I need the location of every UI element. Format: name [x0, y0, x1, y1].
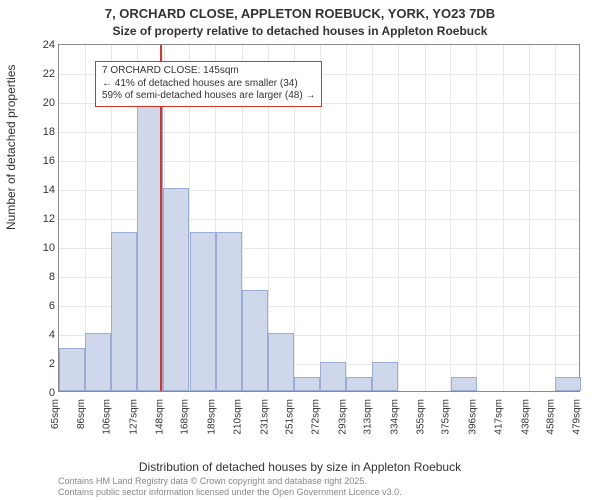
plot-area: 02468101214161820222465sqm86sqm106sqm127… [58, 44, 580, 392]
gridline-v [372, 45, 373, 391]
annotation-line3: 59% of semi-detached houses are larger (… [102, 90, 315, 103]
histogram-bar [163, 188, 189, 391]
x-tick-label: 458sqm [546, 399, 557, 435]
x-tick-label: 148sqm [155, 399, 166, 435]
x-tick-label: 86sqm [76, 399, 87, 429]
x-tick-label: 417sqm [494, 399, 505, 435]
histogram-bar [346, 377, 372, 392]
gridline-v [503, 45, 504, 391]
histogram-bar [268, 333, 294, 391]
histogram-bar [85, 333, 111, 391]
histogram-bar [216, 232, 242, 392]
x-tick-label: 210sqm [233, 399, 244, 435]
y-tick-label: 20 [31, 97, 55, 109]
histogram-bar [111, 232, 137, 392]
x-tick-label: 272sqm [311, 399, 322, 435]
y-tick-label: 2 [31, 358, 55, 370]
chart-title-line2: Size of property relative to detached ho… [0, 24, 600, 38]
y-tick-label: 8 [31, 271, 55, 283]
x-tick-label: 293sqm [337, 399, 348, 435]
x-tick-label: 231sqm [259, 399, 270, 435]
x-tick-label: 251sqm [285, 399, 296, 435]
attribution-line2: Contains public sector information licen… [58, 487, 402, 498]
x-tick-label: 168sqm [180, 399, 191, 435]
x-tick-label: 127sqm [128, 399, 139, 435]
gridline-v [555, 45, 556, 391]
x-tick-label: 313sqm [363, 399, 374, 435]
annotation-box: 7 ORCHARD CLOSE: 145sqm← 41% of detached… [95, 61, 322, 107]
x-tick-label: 65sqm [50, 399, 61, 429]
x-axis-label: Distribution of detached houses by size … [0, 460, 600, 474]
histogram-bar [59, 348, 85, 392]
x-tick-label: 355sqm [416, 399, 427, 435]
y-tick-label: 24 [31, 39, 55, 51]
y-tick-label: 22 [31, 68, 55, 80]
histogram-bar [320, 362, 346, 391]
gridline-v [398, 45, 399, 391]
attribution-text: Contains HM Land Registry data © Crown c… [58, 476, 402, 498]
gridline-v [450, 45, 451, 391]
y-tick-label: 0 [31, 387, 55, 399]
gridline-v [529, 45, 530, 391]
gridline-v [346, 45, 347, 391]
y-tick-label: 14 [31, 184, 55, 196]
x-tick-label: 334sqm [389, 399, 400, 435]
y-tick-label: 16 [31, 155, 55, 167]
histogram-bar [451, 377, 477, 392]
gridline-v [476, 45, 477, 391]
chart-title-line1: 7, ORCHARD CLOSE, APPLETON ROEBUCK, YORK… [0, 6, 600, 21]
attribution-line1: Contains HM Land Registry data © Crown c… [58, 476, 402, 487]
histogram-bar [555, 377, 581, 392]
histogram-bar [242, 290, 268, 392]
annotation-line2: ← 41% of detached houses are smaller (34… [102, 78, 315, 91]
x-tick-label: 189sqm [206, 399, 217, 435]
x-tick-label: 438sqm [520, 399, 531, 435]
y-axis-label: Number of detached properties [4, 65, 18, 230]
y-tick-label: 18 [31, 126, 55, 138]
y-tick-label: 10 [31, 242, 55, 254]
histogram-bar [190, 232, 216, 392]
x-tick-label: 375sqm [441, 399, 452, 435]
histogram-bar [294, 377, 320, 392]
x-tick-label: 106sqm [102, 399, 113, 435]
gridline-v [425, 45, 426, 391]
y-tick-label: 6 [31, 300, 55, 312]
histogram-bar [372, 362, 398, 391]
x-tick-label: 396sqm [467, 399, 478, 435]
y-tick-label: 12 [31, 213, 55, 225]
annotation-line1: 7 ORCHARD CLOSE: 145sqm [102, 65, 315, 78]
y-tick-label: 4 [31, 329, 55, 341]
x-tick-label: 479sqm [572, 399, 583, 435]
